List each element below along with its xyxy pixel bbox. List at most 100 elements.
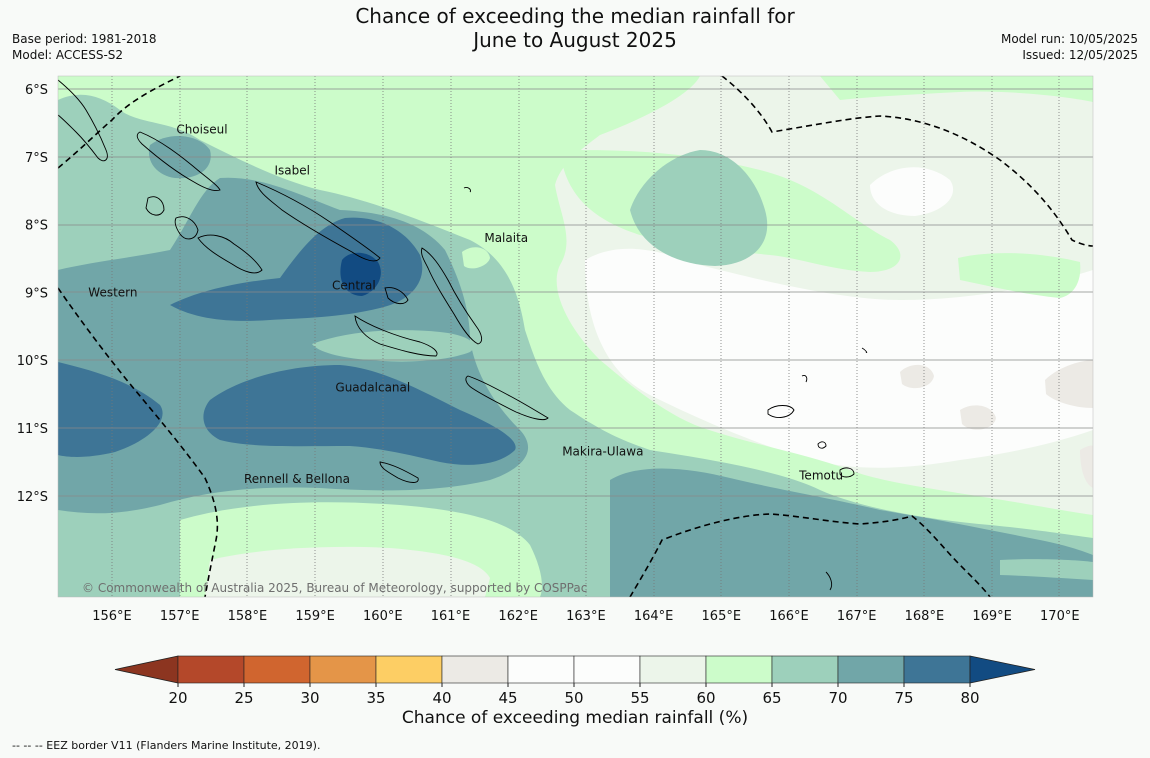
zone-50-55-northeast [870, 167, 954, 216]
meta-left: Base period: 1981-2018 Model: ACCESS-S2 [12, 31, 157, 63]
colorbar-tick-label: 60 [696, 689, 715, 707]
colorbar-tick-label: 50 [564, 689, 583, 707]
region-label: Guadalcanal [335, 380, 410, 394]
lat-axis-labels: 6°S 7°S 8°S 9°S 10°S 11°S 12°S [17, 83, 48, 505]
zone-70-75-lower-light [1000, 559, 1093, 580]
new-georgia-island [174, 216, 199, 240]
eez-border-west [58, 287, 219, 597]
ontong-java [463, 187, 471, 193]
colorbar-segment [243, 655, 311, 684]
colorbar-segment [375, 655, 443, 684]
choiseul-island [136, 131, 221, 191]
colorbar-low-extension [114, 655, 179, 684]
colorbar-tick-label: 20 [168, 689, 187, 707]
lat-label: 6°S [25, 83, 48, 98]
zone-70-75-southeast [610, 468, 1093, 597]
duff-islands [861, 347, 868, 353]
lon-label: 169°E [972, 609, 1012, 624]
colorbar-tick-label: 55 [630, 689, 649, 707]
footer-note: -- -- -- EEZ border V11 (Flanders Marine… [12, 739, 321, 752]
model-run-text: Model run: 10/05/2025 [1000, 32, 1138, 46]
lat-label: 9°S [25, 286, 48, 301]
rennell-island [379, 461, 419, 483]
lon-label: 158°E [228, 609, 268, 624]
colorbar-segment [573, 655, 641, 684]
lon-label: 157°E [160, 609, 200, 624]
lon-label: 164°E [634, 609, 674, 624]
region-label: Malaita [484, 231, 528, 245]
region-label: Western [88, 285, 137, 299]
zone-60-65-malaita [462, 247, 490, 269]
map-frame [57, 75, 1094, 598]
colorbar-tick-label: 70 [828, 689, 847, 707]
chart-title-line-2: June to August 2025 [473, 28, 677, 52]
lon-label: 167°E [837, 609, 877, 624]
colorbar-segment [507, 655, 575, 684]
lon-label: 168°E [905, 609, 945, 624]
colorbar-segment [903, 655, 971, 684]
utupua-island [817, 441, 827, 449]
eez-border [58, 76, 1093, 597]
lat-gridlines [58, 88, 1093, 497]
guadalcanal-island [354, 315, 438, 357]
zone-55-60-bottom-inner-2 [205, 546, 490, 597]
lon-label: 165°E [702, 609, 742, 624]
zone-65-70-center-north [630, 150, 768, 266]
vella-lavella [145, 196, 165, 216]
issued-text: Issued: 12/05/2025 [1022, 48, 1138, 62]
lon-label: 161°E [431, 609, 471, 624]
santa-cruz-island [767, 405, 795, 418]
zone-80-plus [340, 252, 381, 296]
colorbar-segment [705, 655, 773, 684]
lon-label: 156°E [92, 609, 132, 624]
lat-label: 7°S [25, 151, 48, 166]
coastlines [58, 79, 868, 591]
region-label: Choiseul [176, 123, 227, 137]
lat-label: 10°S [17, 354, 48, 369]
region-label: Central [332, 279, 376, 293]
lat-label: 12°S [17, 490, 48, 505]
colorbar-high-extension [969, 655, 1036, 684]
colorbar-tick-label: 35 [366, 689, 385, 707]
zone-45-50-east-3 [1045, 360, 1093, 408]
makira-island [465, 375, 549, 421]
lon-label: 166°E [769, 609, 809, 624]
region-label: Makira-Ulawa [562, 445, 643, 459]
lat-label: 11°S [17, 422, 48, 437]
colorbar-tick-label: 45 [498, 689, 517, 707]
lon-label: 170°E [1040, 609, 1080, 624]
lon-label: 163°E [566, 609, 606, 624]
colorbar: 20 25 30 35 40 45 50 55 60 65 70 75 80 [114, 655, 1036, 707]
region-label: Isabel [274, 163, 309, 177]
colorbar-tick-label: 80 [960, 689, 979, 707]
malaita-island [421, 247, 483, 345]
reef-islands [801, 375, 808, 383]
zone-60-65-east [958, 253, 1081, 298]
colorbar-tick-label: 25 [234, 689, 253, 707]
colorbar-segment [441, 655, 509, 684]
colorbar-tick-label: 75 [894, 689, 913, 707]
model-text: Model: ACCESS-S2 [12, 48, 124, 62]
zone-45-50-east-2 [960, 405, 996, 430]
lon-label: 162°E [498, 609, 538, 624]
central-nggela [384, 287, 409, 305]
eez-border-south [629, 513, 991, 597]
copyright-text: © Commonwealth of Australia 2025, Bureau… [82, 581, 587, 595]
zone-65-70-guadalcanal-light [312, 330, 474, 362]
eez-border-north [721, 76, 1093, 247]
colorbar-tick-label: 65 [762, 689, 781, 707]
lat-label: 8°S [25, 219, 48, 234]
vanikoro-island [839, 467, 855, 478]
zone-75-80-west [58, 362, 163, 457]
zone-75-80-south [203, 365, 516, 465]
map-fill-layer [58, 76, 1093, 597]
region-label: Temotu [798, 468, 843, 482]
western-islands [197, 234, 263, 274]
colorbar-segment [771, 655, 839, 684]
lon-label: 159°E [295, 609, 335, 624]
region-labels: Choiseul Isabel Malaita Western Central Guada… [88, 123, 843, 486]
bougainville-island [58, 79, 108, 162]
isabel-island [255, 181, 381, 262]
colorbar-segment [639, 655, 707, 684]
